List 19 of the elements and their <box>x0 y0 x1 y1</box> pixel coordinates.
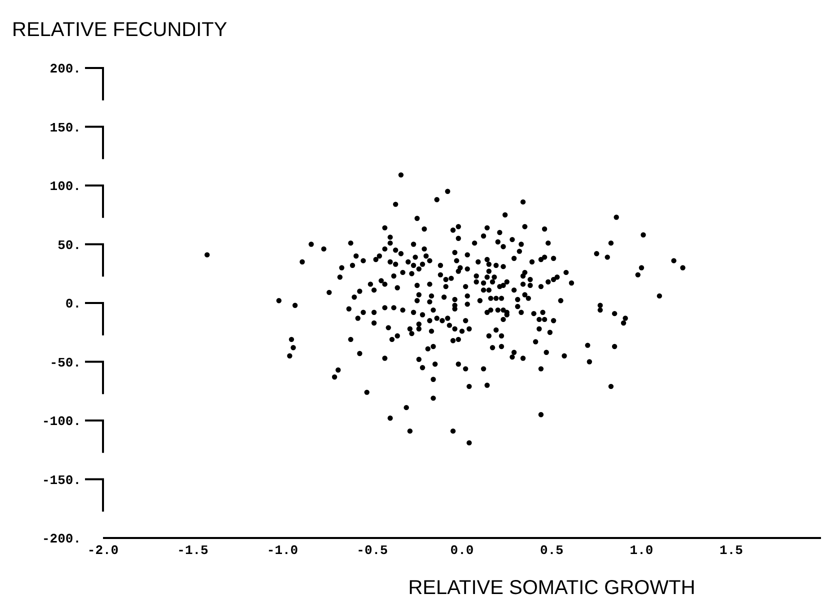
x-tick-label: -1.0 <box>266 543 298 558</box>
y-tick-label: 50. <box>58 238 81 253</box>
y-tick-label: -150. <box>42 472 81 488</box>
y-axis-title: RELATIVE FECUNDITY <box>12 19 228 41</box>
y-tick-label: 200. <box>50 62 81 77</box>
x-tick-label: 1.0 <box>630 543 654 558</box>
y-tick-label: -50. <box>50 355 81 370</box>
x-tick-label: -1.5 <box>177 543 209 558</box>
y-tick-label: -200. <box>42 532 81 547</box>
y-tick-label: 150. <box>50 120 81 136</box>
y-tick-label: 100. <box>50 179 81 194</box>
x-tick-label: -0.5 <box>356 543 388 558</box>
x-tick-label: 1.5 <box>720 543 744 558</box>
y-tick-label: -100. <box>42 414 81 430</box>
x-axis-title: RELATIVE SOMATIC GROWTH <box>408 577 696 599</box>
y-tick-label: 0. <box>65 296 81 312</box>
x-tick-label: 0.5 <box>540 543 564 558</box>
x-tick-label: -2.0 <box>87 543 119 558</box>
x-tick-label: 0.0 <box>450 543 474 558</box>
